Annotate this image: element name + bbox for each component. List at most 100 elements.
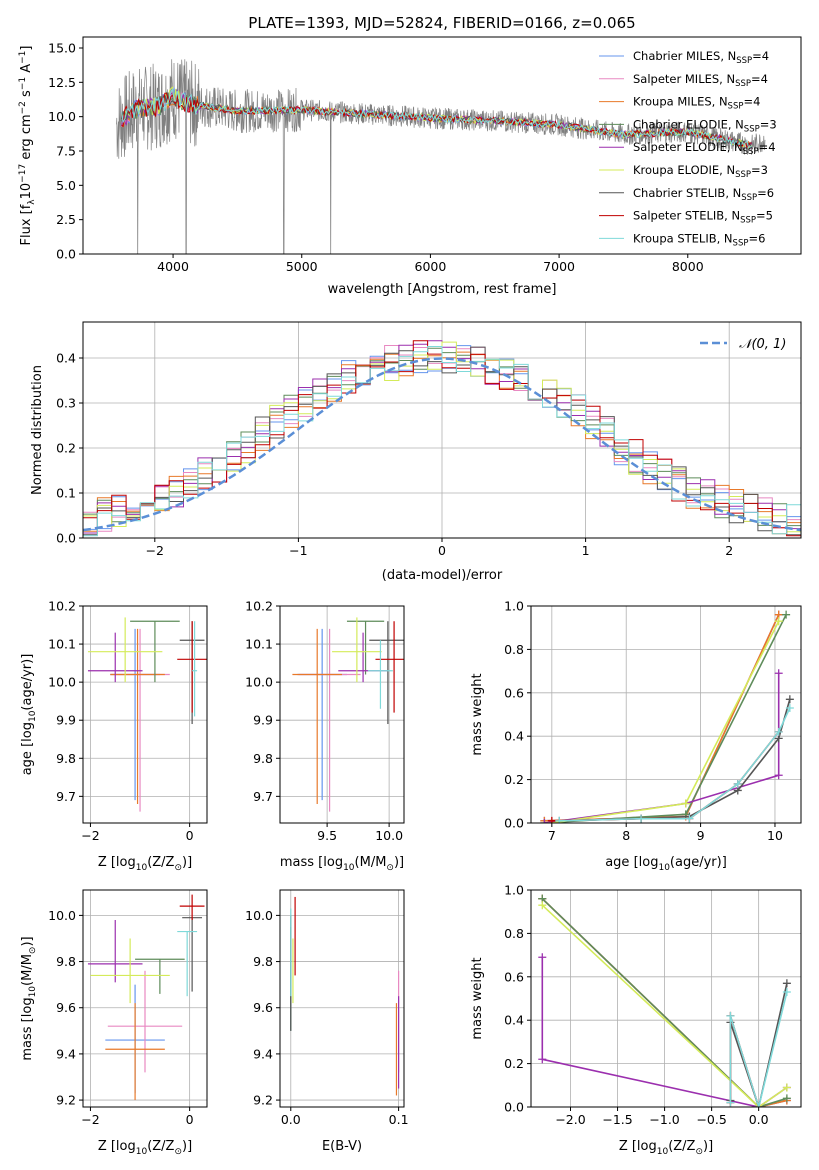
x-tick-label: −1 xyxy=(289,543,307,558)
age-vs-Z-xlabel-part: )] xyxy=(182,855,192,870)
mass-weight-vs-Z-ylabel: mass weight xyxy=(470,957,485,1039)
legend-label-kroupa_miles: Kroupa MILES, NSSP=4 xyxy=(633,95,760,112)
legend-label-salpeter_stelib: Salpeter STELIB, NSSP=5 xyxy=(633,209,773,226)
mass-vs-Z-xlabel-part: (Z/Z xyxy=(147,1139,174,1154)
legend-label-sub: SSP xyxy=(741,193,757,203)
spectrum-ylabel-part: −17 xyxy=(18,164,28,183)
mass-weight-vs-age-xlabel-part: age [log xyxy=(605,855,658,870)
y-tick-label: 9.2 xyxy=(253,1093,273,1108)
axes-frame xyxy=(82,36,802,255)
mass-vs-Z-ylabel-part: mass [log xyxy=(20,997,35,1060)
spectrum-ylabel-part: −2 xyxy=(18,101,28,114)
plot-area xyxy=(290,896,400,1096)
spectrum-xlabel: wavelength [Angstrom, rest frame] xyxy=(328,282,557,297)
legend-label-main: Chabrier ELODIE, N xyxy=(633,117,744,131)
weight-marker-kroupa_stelib xyxy=(785,703,794,712)
y-tick-label: 0.6 xyxy=(504,969,524,984)
axes-frame xyxy=(530,889,802,1108)
y-tick-label: 0.2 xyxy=(504,772,524,787)
weight-line-kroupa_miles xyxy=(544,614,780,822)
legend-label-sub: SSP xyxy=(728,102,744,112)
legend-label-chabrier_miles: Chabrier MILES, NSSP=4 xyxy=(633,49,769,66)
x-tick-label: 0.0 xyxy=(281,1112,301,1127)
axes-frame xyxy=(530,605,802,824)
y-tick-label: 9.8 xyxy=(56,954,76,969)
weight-marker-salpeter_elodie xyxy=(774,669,783,678)
weight-marker-kroupa_elodie xyxy=(681,799,690,808)
age-vs-Z-xlabel-part: Z [log xyxy=(98,855,136,870)
age-vs-Z-ylabel-part: 10 xyxy=(28,710,38,722)
y-tick-label: 10.0 xyxy=(245,908,273,923)
x-tick-label: −1.0 xyxy=(649,1112,679,1127)
weight-line-chabrier_elodie xyxy=(541,898,788,1107)
y-tick-label: 15.0 xyxy=(48,40,76,55)
age-vs-Z-xlabel-part: (Z/Z xyxy=(147,855,174,870)
legend-label-end: =4 xyxy=(752,49,769,63)
y-tick-label: 9.7 xyxy=(56,789,76,804)
legend-label-end: =4 xyxy=(751,72,768,86)
x-tick-label: −0.5 xyxy=(696,1112,726,1127)
spectrum-ylabel-part: −1 xyxy=(18,51,28,64)
spectrum-ylabel-part: f xyxy=(19,204,34,209)
mass-vs-Z-xlabel-part: Z [log xyxy=(98,1139,136,1154)
legend-label-sub: SSP xyxy=(736,56,752,66)
spectrum-ylabel-part: s xyxy=(19,90,34,101)
legend-label-end: =6 xyxy=(757,186,774,200)
spectrum-ylabel-part: A xyxy=(19,64,34,77)
plot-area xyxy=(292,617,404,812)
x-tick-label: 4000 xyxy=(157,259,189,274)
legend-label-end: =4 xyxy=(759,140,776,154)
y-tick-label: 9.7 xyxy=(253,789,273,804)
legend-label-chabrier_elodie: Chabrier ELODIE, NSSP=3 xyxy=(633,117,777,134)
x-tick-label: 7000 xyxy=(543,259,575,274)
mass-vs-Z-ylabel-part: )] xyxy=(20,936,35,946)
y-tick-label: 9.4 xyxy=(56,1046,76,1061)
age-vs-mass-xlabel-part: mass [log xyxy=(280,855,343,870)
y-tick-label: 9.2 xyxy=(56,1093,76,1108)
weight-marker-salpeter_elodie xyxy=(538,953,547,962)
y-tick-label: 0.4 xyxy=(504,1013,524,1028)
x-tick-label: 6000 xyxy=(415,259,447,274)
y-tick-label: 9.8 xyxy=(253,751,273,766)
weight-marker-kroupa_stelib xyxy=(726,1011,735,1020)
y-tick-label: 9.8 xyxy=(56,751,76,766)
weight-line-kroupa_elodie xyxy=(551,620,780,823)
mass-weight-vs-age-ylabel: mass weight xyxy=(470,673,485,755)
legend-label-end: =3 xyxy=(760,117,777,131)
legend-label-main: Chabrier MILES, N xyxy=(633,49,736,63)
plot-area xyxy=(116,59,766,254)
x-tick-label: −2 xyxy=(81,1112,99,1127)
spectrum-ylabel: Flux [fλ10−17 erg cm−2 s−1 A−1] xyxy=(18,46,37,246)
spectrum-panel: 4000 5000 6000 7000 8000 0.0 2.5 5.0 7.5 10.0 12.5… xyxy=(18,14,802,297)
y-tick-label: 0.3 xyxy=(56,396,76,411)
x-tick-label: −2 xyxy=(81,828,99,843)
legend-label-main: Kroupa ELODIE, N xyxy=(633,163,735,177)
age-vs-Z-xlabel: Z [log10(Z/Z⊙)] xyxy=(98,855,192,873)
age-vs-Z-ylabel-part: (age/yr)] xyxy=(20,654,35,711)
legend-label-sub: SSP xyxy=(744,124,760,134)
legend-label-end: =5 xyxy=(756,209,773,223)
y-tick-label: 0.2 xyxy=(504,1056,524,1071)
mass-weight-vs-Z-xlabel-part: Z [log xyxy=(619,1139,657,1154)
weight-line-chabrier_miles xyxy=(544,614,780,822)
weight-line-salpeter_miles xyxy=(544,614,780,822)
x-tick-label: −1.5 xyxy=(602,1112,632,1127)
spectrum-ylabel-part: λ xyxy=(27,199,37,205)
age-vs-mass-xlabel-part: 10 xyxy=(343,863,355,873)
x-tick-label: 0.0 xyxy=(749,1112,769,1127)
y-tick-label: 2.5 xyxy=(56,212,76,227)
spectrum-title: PLATE=1393, MJD=52824, FIBERID=0166, z=0… xyxy=(248,14,635,32)
y-tick-label: 10.1 xyxy=(48,637,76,652)
mass-weight-vs-Z-xlabel-part: ⊙ xyxy=(695,1147,703,1157)
x-tick-label: 9 xyxy=(697,828,705,843)
x-tick-label: 1 xyxy=(582,543,590,558)
y-tick-label: 10.0 xyxy=(245,675,273,690)
y-tick-label: 10.0 xyxy=(48,675,76,690)
legend-label-main: Salpeter STELIB, N xyxy=(633,209,740,223)
weight-line-chabrier_stelib xyxy=(559,699,791,822)
y-tick-label: 1.0 xyxy=(504,599,524,614)
spectrum-ylabel-part: 10 xyxy=(19,183,34,200)
weight-marker-chabrier_stelib xyxy=(782,979,791,988)
mass-weight-vs-age-xlabel-part: (age/yr)] xyxy=(670,855,727,870)
